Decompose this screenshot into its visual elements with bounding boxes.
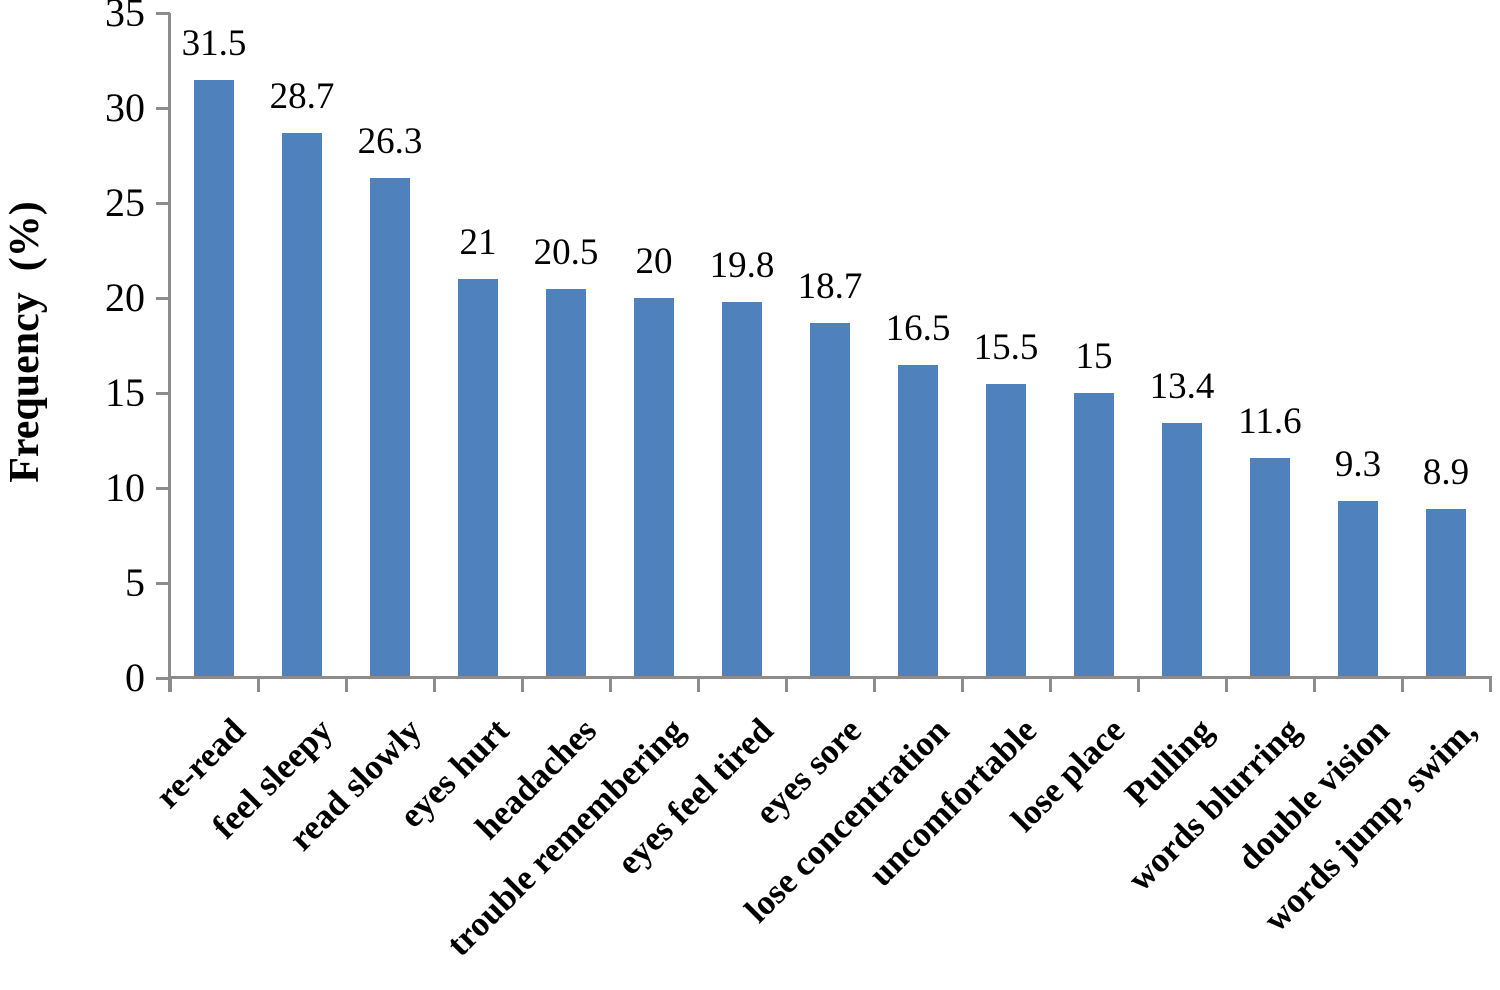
x-axis-tick <box>521 676 524 692</box>
x-axis-tick <box>345 676 348 692</box>
y-axis-tick <box>156 392 170 395</box>
bar <box>370 178 410 676</box>
bar <box>1074 393 1114 676</box>
bar <box>722 301 762 676</box>
y-axis-tick <box>156 107 170 110</box>
bar <box>194 79 234 676</box>
y-axis-title: Frequency (%) <box>2 201 48 483</box>
y-axis-line <box>168 13 171 692</box>
bar <box>1338 501 1378 676</box>
x-axis-tick <box>697 676 700 692</box>
y-axis-tick-label: 5 <box>125 560 145 605</box>
y-axis-tick-label: 10 <box>105 465 145 510</box>
x-axis-tick <box>1137 676 1140 692</box>
y-axis-tick <box>156 12 170 15</box>
y-axis-tick-label: 20 <box>105 275 145 320</box>
x-axis-tick <box>873 676 876 692</box>
y-axis-tick-label: 35 <box>105 0 145 35</box>
bar <box>1426 508 1466 676</box>
x-axis-tick <box>1225 676 1228 692</box>
x-axis-tick <box>257 676 260 692</box>
bar <box>1250 457 1290 676</box>
bar <box>282 132 322 676</box>
bar-value-label: 8.9 <box>1422 451 1470 493</box>
bar-value-label: 20.5 <box>533 231 599 273</box>
bar-value-label: 11.6 <box>1238 400 1302 442</box>
bar-value-label: 31.5 <box>181 22 247 64</box>
bar-value-label: 19.8 <box>709 244 775 286</box>
y-axis-tick-label: 30 <box>105 85 145 130</box>
bar <box>458 279 498 676</box>
x-axis-tick <box>169 676 172 692</box>
y-axis-tick <box>156 202 170 205</box>
y-axis-tick <box>156 297 170 300</box>
bar <box>898 364 938 676</box>
bar <box>986 383 1026 676</box>
y-axis-tick-label: 15 <box>105 370 145 415</box>
x-axis-line <box>170 676 1490 679</box>
bar-value-label: 15.5 <box>973 326 1039 368</box>
bar-value-label: 20 <box>635 241 673 282</box>
y-axis-tick <box>156 582 170 585</box>
x-axis-tick <box>1401 676 1404 692</box>
x-axis-tick <box>785 676 788 692</box>
bar-value-label: 16.5 <box>885 307 951 349</box>
x-axis-tick <box>1049 676 1052 692</box>
x-axis-tick <box>1313 676 1316 692</box>
y-axis-tick <box>156 677 170 680</box>
y-axis-tick <box>156 487 170 490</box>
bar-value-label: 13.4 <box>1149 366 1215 408</box>
bar-value-label: 21 <box>459 222 497 263</box>
bar-value-label: 28.7 <box>269 75 335 117</box>
x-axis-tick <box>961 676 964 692</box>
y-axis-tick-label: 25 <box>105 180 145 225</box>
bar <box>1162 423 1202 676</box>
bar <box>546 288 586 676</box>
bar-value-label: 9.3 <box>1334 444 1382 486</box>
y-axis-tick-label: 0 <box>125 655 145 700</box>
bar <box>634 298 674 676</box>
x-axis-tick <box>433 676 436 692</box>
x-axis-tick <box>609 676 612 692</box>
x-axis-tick <box>1489 676 1492 692</box>
bar <box>810 322 850 676</box>
bar-value-label: 15 <box>1075 336 1113 377</box>
bar-value-label: 26.3 <box>357 121 423 163</box>
bar-value-label: 18.7 <box>797 265 863 307</box>
